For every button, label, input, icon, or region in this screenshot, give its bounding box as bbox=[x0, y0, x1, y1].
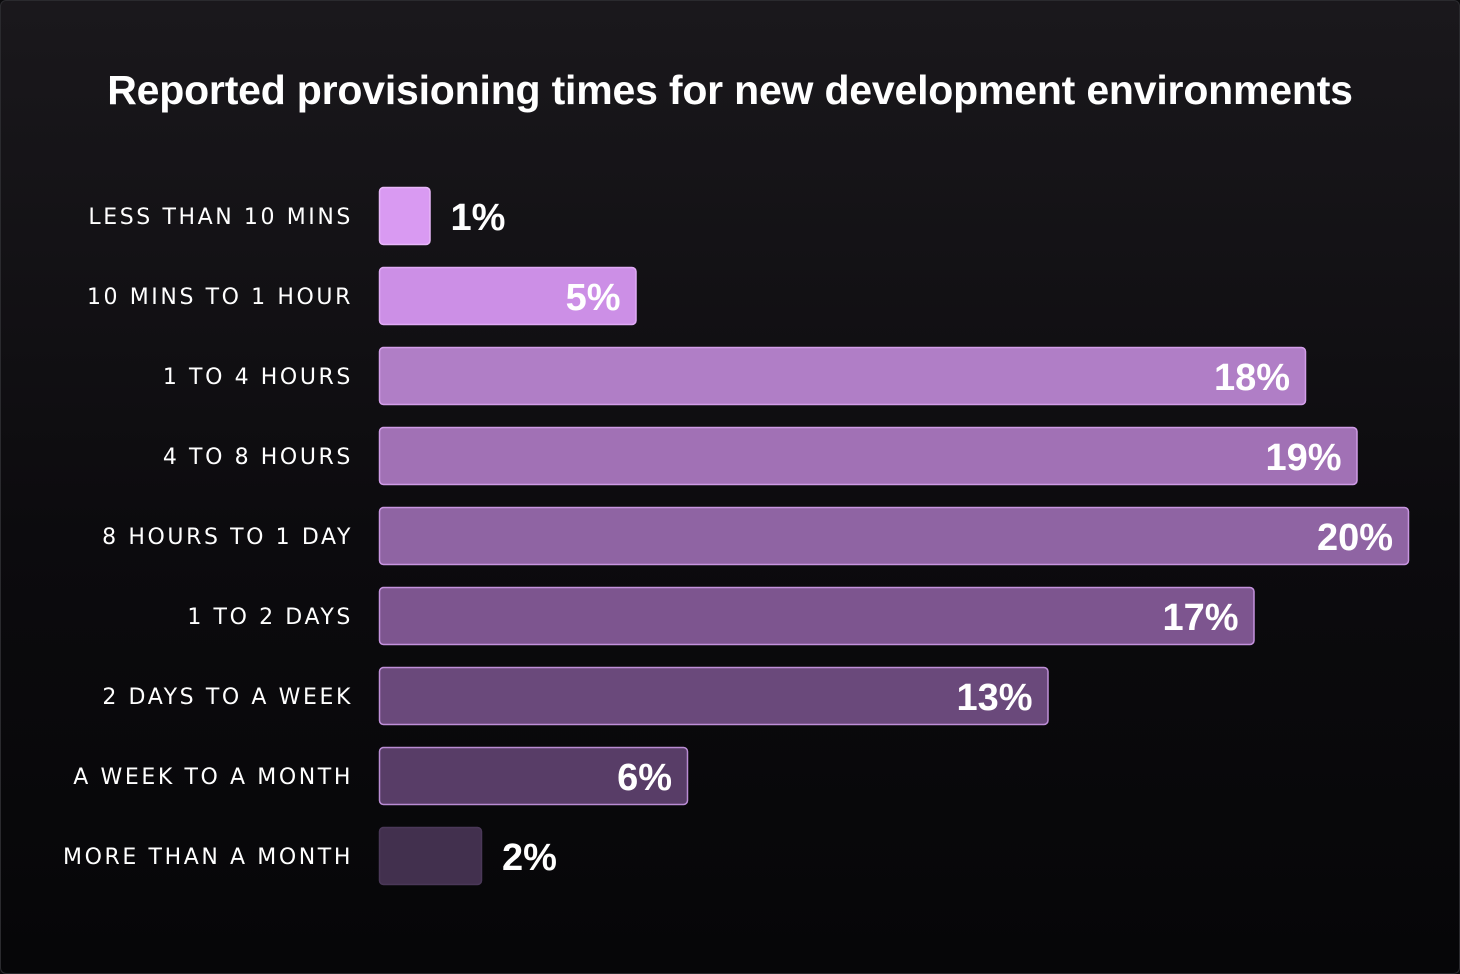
value-label: 5% bbox=[566, 277, 621, 319]
category-label: 8 HOURS TO 1 DAY bbox=[102, 525, 353, 550]
value-label: 20% bbox=[1317, 517, 1393, 559]
value-label: 18% bbox=[1214, 357, 1290, 399]
bar bbox=[378, 826, 483, 886]
value-label: 1% bbox=[451, 197, 506, 239]
category-label: A WEEK TO A MONTH bbox=[73, 765, 353, 790]
value-label: 17% bbox=[1162, 597, 1238, 639]
value-label: 13% bbox=[956, 677, 1032, 719]
bar bbox=[378, 746, 689, 806]
bar bbox=[378, 186, 431, 246]
bar bbox=[378, 666, 1049, 726]
category-label: LESS THAN 10 MINS bbox=[88, 205, 353, 230]
bar bbox=[378, 506, 1410, 566]
value-label: 6% bbox=[617, 757, 672, 799]
value-label: 19% bbox=[1265, 437, 1341, 479]
category-label: 10 MINS TO 1 HOUR bbox=[87, 285, 353, 310]
category-label: 1 TO 2 DAYS bbox=[187, 605, 353, 630]
category-label: 1 TO 4 HOURS bbox=[163, 365, 353, 390]
value-label: 2% bbox=[502, 837, 557, 879]
bar bbox=[378, 586, 1255, 646]
chart-title: Reported provisioning times for new deve… bbox=[107, 67, 1353, 113]
category-label: 4 TO 8 HOURS bbox=[163, 445, 353, 470]
bar bbox=[378, 426, 1358, 486]
category-label: 2 DAYS TO A WEEK bbox=[102, 685, 353, 710]
bar bbox=[378, 266, 637, 326]
category-label: MORE THAN A MONTH bbox=[63, 845, 353, 870]
bar bbox=[378, 346, 1307, 406]
